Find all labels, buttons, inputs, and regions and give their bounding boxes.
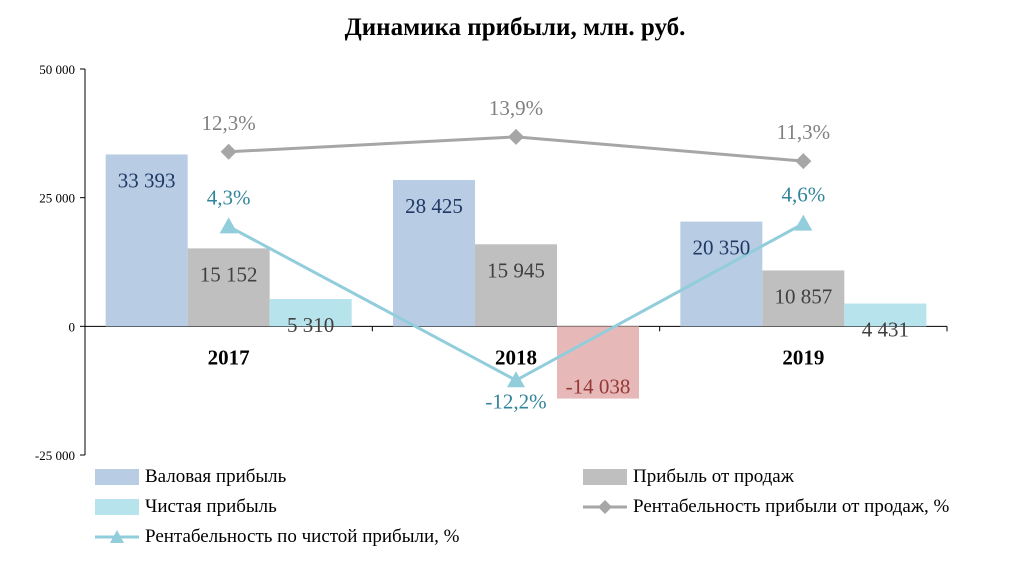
bar [557,326,639,399]
chart-bars [105,154,927,399]
line-point-triangle [219,217,238,234]
bar [762,270,845,327]
bar-data-label: 15 945 [487,258,545,282]
chart-legend: Валовая прибыль Прибыль от продаж Чистая… [95,464,1025,559]
bar [680,221,763,327]
bar [475,244,557,327]
line-data-label: 4,6% [781,183,825,207]
legend-item-sales-margin: Рентабельность прибыли от продаж, % [583,494,949,520]
legend-label: Рентабельность по чистой прибыли, % [145,526,460,547]
legend-swatch [583,469,627,485]
bar-data-label: -14 038 [566,375,631,399]
y-tick-label: 50 000 [39,62,75,77]
bar [105,154,188,327]
y-tick-label: 25 000 [39,191,75,206]
legend-item-net-margin: Рентабельность по чистой прибыли, % [95,524,459,550]
bar [187,248,270,327]
line-data-label: 11,3% [777,120,830,144]
line-point-diamond [795,153,812,170]
line-data-label: -12,2% [485,389,546,413]
legend-line-triangle [95,529,139,545]
line-data-label: 4,3% [207,185,251,209]
x-tick-label: 2018 [495,345,537,369]
legend-item-gross-profit: Валовая прибыль [95,464,286,490]
legend-item-net-profit: Чистая прибыль [95,494,277,520]
legend-item-sales-profit: Прибыль от продаж [583,464,794,490]
line-data-label: 12,3% [202,111,256,135]
chart-title: Динамика прибыли, млн. руб. [344,14,686,41]
bar-data-label: 15 152 [200,262,258,286]
y-tick-label: -25 000 [35,448,75,463]
legend-label: Чистая прибыль [145,496,277,517]
line-point-triangle [507,371,525,388]
line-point-triangle [794,214,813,231]
bar-data-label: 5 310 [287,313,334,337]
bar [393,180,475,327]
bar [844,303,927,327]
x-tick-label: 2019 [782,345,824,369]
bar-data-label: 28 425 [405,194,463,218]
legend-label: Рентабельность прибыли от продаж, % [633,496,950,517]
bar [269,299,352,327]
line-point-diamond [508,128,524,145]
x-tick-label: 2017 [208,345,250,369]
chart-lines [219,128,813,388]
line-point-diamond [220,143,237,160]
bar-data-label: 20 350 [692,236,750,260]
y-tick-label: 0 [69,319,76,334]
legend-swatch [95,499,139,515]
legend-label: Прибыль от продаж [633,466,794,487]
bar-data-label: 10 857 [774,284,832,308]
bar-data-label: 4 431 [862,318,909,342]
line-data-label: 13,9% [489,96,543,120]
legend-swatch [95,469,139,485]
legend-label: Валовая прибыль [145,466,287,487]
legend-line-diamond [583,499,627,515]
chart-labels: 33 393 28 425 20 350 15 152 15 945 10 857 5 31… [118,96,909,413]
bar-data-label: 33 393 [118,168,176,192]
